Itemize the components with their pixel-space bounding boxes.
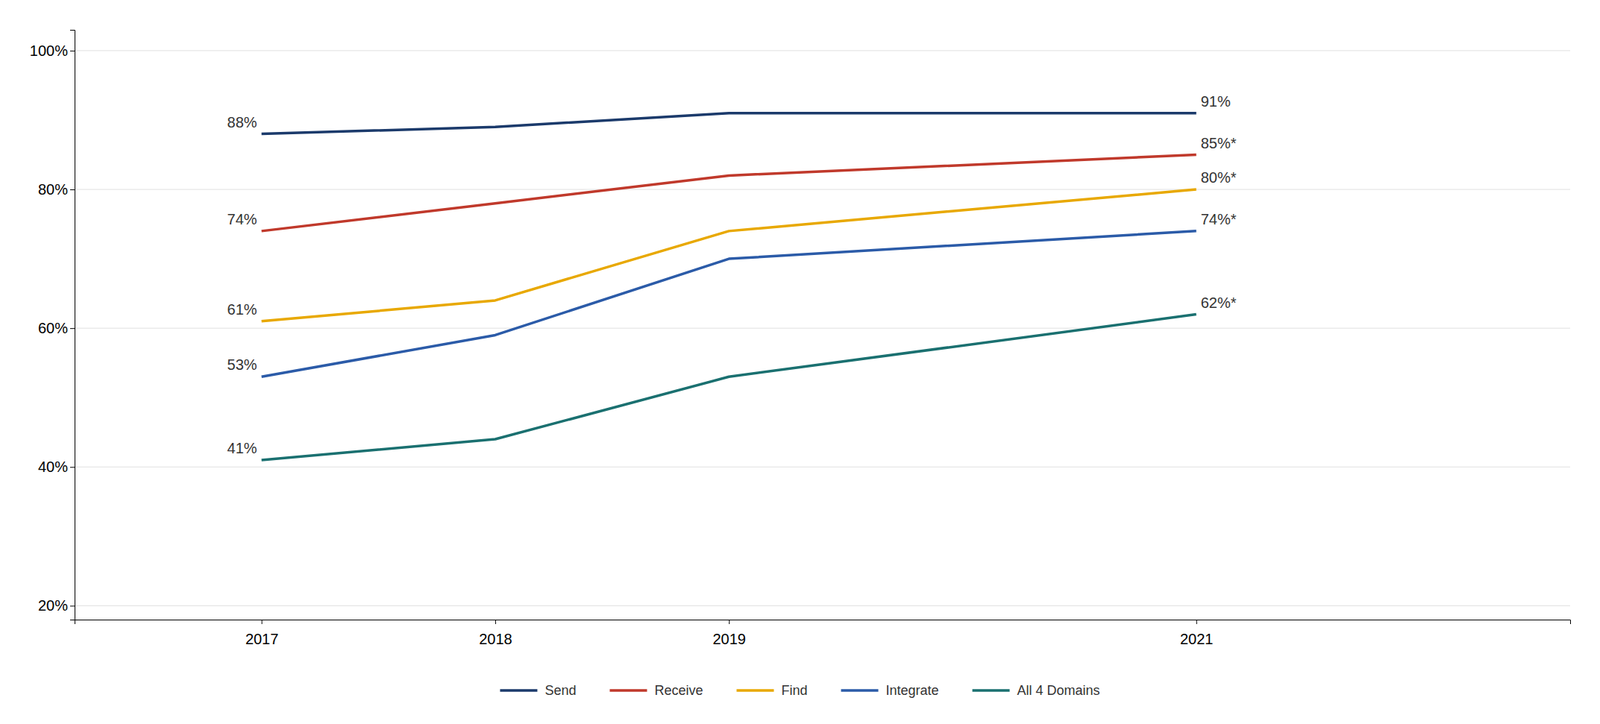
grid — [74, 50, 1571, 606]
data-label: 53% — [227, 356, 258, 373]
grid-line — [74, 189, 1571, 191]
data-label: 85%* — [1200, 135, 1237, 152]
data-label: 41% — [227, 440, 258, 457]
y-tick-label: 40% — [38, 458, 68, 476]
legend-swatch — [609, 689, 647, 693]
y-tick-mark — [70, 466, 75, 468]
legend-swatch — [499, 689, 538, 693]
x-tick-mark — [728, 619, 730, 625]
series-line — [261, 231, 1197, 377]
chart: 2017 2018 2019 2021 20% 40% 60% 80% 100% 88% 91% 74… — [0, 0, 1600, 724]
y-tick: 20% — [38, 597, 75, 614]
x-tick: 2018 — [478, 619, 513, 648]
data-label: 61% — [227, 301, 258, 318]
x-tick-mark — [1196, 619, 1198, 625]
y-tick-label: 20% — [38, 597, 68, 614]
x-tick-label: 2019 — [712, 631, 746, 648]
x-axis: 2017 2018 2019 2021 — [75, 619, 1571, 648]
series-line — [261, 113, 1197, 135]
plot: 2017 2018 2019 2021 20% 40% 60% 80% 100% 88% 91% 74… — [29, 30, 1571, 649]
y-tick-mark — [70, 328, 75, 329]
y-tick-mark — [70, 189, 75, 191]
series-line — [261, 189, 1197, 322]
legend-label: Receive — [654, 683, 703, 699]
legend-label: All 4 Domains — [1017, 683, 1101, 699]
x-tick-label: 2021 — [1180, 631, 1214, 648]
x-tick: 2019 — [712, 619, 746, 648]
legend-label: Find — [780, 683, 808, 699]
legend-item: All 4 Domains — [972, 683, 1101, 699]
legend-item: Send — [499, 683, 576, 699]
legend-label: Send — [544, 683, 576, 699]
y-tick: 100% — [29, 42, 75, 59]
x-tick-mark — [261, 619, 263, 625]
y-tick-label: 60% — [38, 320, 68, 337]
y-axis-line — [70, 30, 76, 621]
y-tick: 80% — [38, 181, 75, 198]
x-tick: 2017 — [245, 619, 279, 648]
legend: Send Receive Find Integrate All 4 Domains — [499, 683, 1100, 699]
series-line — [261, 314, 1197, 461]
legend-label: Integrate — [885, 683, 939, 699]
x-tick-label: 2017 — [245, 631, 279, 648]
x-tick: 2021 — [1180, 619, 1214, 648]
y-tick: 60% — [38, 320, 75, 337]
y-tick: 40% — [38, 458, 75, 476]
data-label: 80%* — [1200, 169, 1237, 186]
grid-line — [74, 328, 1571, 329]
legend-swatch — [972, 689, 1010, 693]
x-tick-label: 2018 — [478, 631, 513, 648]
y-tick-mark — [70, 50, 75, 52]
data-label: 74% — [227, 211, 258, 228]
legend-swatch — [736, 689, 774, 693]
grid-line — [74, 466, 1571, 468]
grid-line — [74, 49, 1571, 51]
legend-item: Find — [736, 683, 808, 699]
data-label: 88% — [227, 114, 258, 131]
lines — [261, 113, 1197, 461]
data-label: 62%* — [1200, 294, 1237, 312]
data-label: 74%* — [1200, 211, 1237, 228]
x-axis-line — [75, 620, 1571, 626]
legend-swatch — [840, 689, 878, 693]
y-tick-mark — [70, 605, 75, 607]
x-tick-mark — [495, 619, 497, 625]
y-tick-label: 80% — [38, 181, 68, 198]
data-label: 91% — [1200, 93, 1231, 110]
series-line — [261, 155, 1197, 232]
legend-item: Receive — [609, 683, 703, 699]
grid-line — [74, 605, 1571, 607]
y-tick-label: 100% — [29, 42, 68, 59]
data-labels: 88% 91% 74% 85%* 61% 80%* 53% 74%* 41% 62%* — [227, 93, 1237, 457]
y-axis: 20% 40% 60% 80% 100% — [29, 30, 76, 621]
legend-item: Integrate — [840, 683, 939, 699]
